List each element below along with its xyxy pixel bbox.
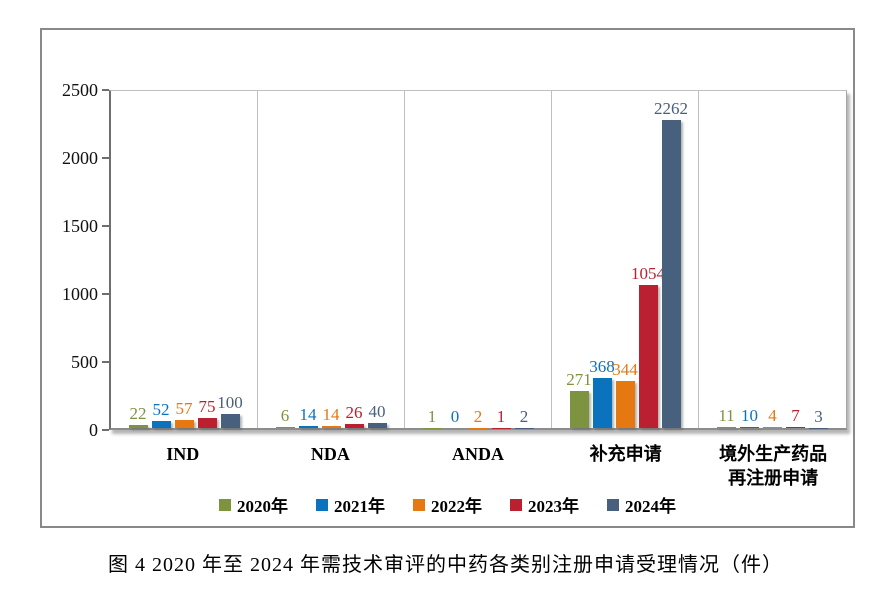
bar-2024年-IND: 100 xyxy=(217,394,243,428)
legend-item: 2021年 xyxy=(316,492,385,517)
category-pane: 271 368 344 1054 2262 xyxy=(552,91,699,428)
y-axis-tick-mark xyxy=(102,293,109,295)
legend-item: 2024年 xyxy=(607,492,676,517)
bar-value-label: 40 xyxy=(368,401,386,421)
y-axis-tick-mark xyxy=(102,225,109,227)
x-axis-category-labels: IND NDA ANDA 补充申请 境外生产药品 再注册申请 xyxy=(109,442,847,491)
bar-2024年-补充申请: 2262 xyxy=(654,100,688,428)
bar-value-label: 14 xyxy=(322,405,340,425)
legend-item: 2020年 xyxy=(219,492,288,517)
legend-label: 2024年 xyxy=(625,497,676,516)
legend-label: 2020年 xyxy=(237,497,288,516)
bar-2023年-补充申请: 1054 xyxy=(631,265,665,428)
legend-swatch-icon xyxy=(510,498,522,511)
y-axis-tick-mark xyxy=(102,361,109,363)
bar-value-label: 368 xyxy=(589,356,615,376)
y-axis-tick-label: 500 xyxy=(71,352,98,372)
bar-value-label: 75 xyxy=(198,396,216,416)
bar-2023年-NDA: 26 xyxy=(344,404,364,428)
bar-2023年-境外生产药品: 7 xyxy=(786,407,805,428)
legend-label: 2022年 xyxy=(431,497,482,516)
legend-item: 2023年 xyxy=(510,492,579,517)
bar-2024年-NDA: 40 xyxy=(367,403,387,428)
y-axis-tick-mark xyxy=(102,429,109,431)
x-axis-category-label: 境外生产药品 再注册申请 xyxy=(719,444,828,489)
bar-value-label: 7 xyxy=(791,406,800,426)
bar-value-label: 100 xyxy=(217,393,243,413)
bar-2022年-补充申请: 344 xyxy=(612,361,638,428)
bar-value-label: 1 xyxy=(496,406,506,426)
chart-frame: 22 52 57 75 100 6 14 14 26 40 1 0 2 1 2 271 368 344 1054 22… xyxy=(40,28,855,528)
bar-value-label: 1 xyxy=(427,406,437,426)
x-axis-category-label: 补充申请 xyxy=(589,444,662,464)
bar-2021年-IND: 52 xyxy=(151,401,171,428)
x-axis-category-label: NDA xyxy=(310,444,350,464)
bar-value-label: 57 xyxy=(175,399,193,419)
legend-swatch-icon xyxy=(316,498,328,511)
bar-value-label: 344 xyxy=(612,360,638,380)
bar-value-label: 11 xyxy=(718,405,735,425)
bar-value-label: 6 xyxy=(280,406,290,426)
bar-value-label: 0 xyxy=(450,407,460,426)
bar-value-label: 52 xyxy=(152,399,170,419)
bar-2022年-IND: 57 xyxy=(174,400,194,428)
y-axis-tick-mark xyxy=(102,89,109,91)
bar-2021年-补充申请: 368 xyxy=(589,358,615,428)
category-pane: 6 14 14 26 40 xyxy=(258,91,405,428)
chart-legend: 2020年 2021年 2022年 2023年 2024年 xyxy=(42,492,853,517)
bar-value-label: 271 xyxy=(566,370,592,390)
legend-label: 2023年 xyxy=(528,497,579,516)
bar-value-label: 14 xyxy=(299,405,317,425)
bar-2023年-IND: 75 xyxy=(197,398,217,428)
legend-swatch-icon xyxy=(413,498,425,511)
bar-value-label: 26 xyxy=(345,403,363,423)
plot-area: 22 52 57 75 100 6 14 14 26 40 1 0 2 1 2 271 368 344 1054 22… xyxy=(109,90,847,430)
bar-value-label: 1054 xyxy=(631,263,665,283)
x-axis-category-label: IND xyxy=(166,444,200,464)
bar-value-label: 2262 xyxy=(654,99,688,119)
bar-2021年-境外生产药品: 10 xyxy=(740,407,759,428)
bar-2020年-IND: 22 xyxy=(128,405,148,428)
y-axis-tick-label: 2500 xyxy=(62,80,98,100)
bar-2022年-境外生产药品: 4 xyxy=(763,407,782,428)
bar-value-label: 10 xyxy=(741,405,758,425)
bar-2020年-补充申请: 271 xyxy=(566,371,592,428)
legend-swatch-icon xyxy=(219,498,231,511)
category-pane: 11 10 4 7 3 xyxy=(699,91,846,428)
bar-value-label: 2 xyxy=(473,406,483,426)
legend-label: 2021年 xyxy=(334,497,385,516)
legend-item: 2022年 xyxy=(413,492,482,517)
bar-2022年-NDA: 14 xyxy=(321,406,341,428)
bar-2020年-境外生产药品: 11 xyxy=(717,407,736,428)
category-pane: 22 52 57 75 100 xyxy=(111,91,258,428)
bar-value-label: 2 xyxy=(519,406,529,426)
legend-swatch-icon xyxy=(607,498,619,511)
y-axis-tick-label: 2000 xyxy=(62,148,98,168)
bar-value-label: 22 xyxy=(129,404,147,424)
y-axis-tick-label: 1500 xyxy=(62,216,98,236)
y-axis-tick-label: 1000 xyxy=(62,284,98,304)
x-axis-category-label: ANDA xyxy=(451,444,504,464)
bar-2020年-NDA: 6 xyxy=(275,407,295,428)
bar-value-label: 3 xyxy=(814,406,823,426)
y-axis-tick-mark xyxy=(102,157,109,159)
figure-caption: 图 4 2020 年至 2024 年需技术审评的中药各类别注册申请受理情况（件） xyxy=(108,554,783,576)
bar-2021年-NDA: 14 xyxy=(298,406,318,428)
y-axis-tick-label: 0 xyxy=(89,420,98,440)
bar-value-label: 4 xyxy=(768,406,777,426)
